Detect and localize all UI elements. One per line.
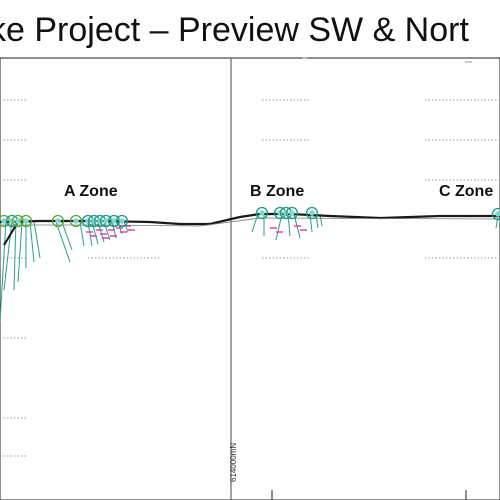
drill-traces <box>0 213 499 323</box>
drill-trace <box>55 221 71 263</box>
drill-collar-core <box>259 210 265 216</box>
drill-collar <box>305 206 319 220</box>
overburden-line <box>0 217 500 227</box>
drill-collar-core <box>73 218 79 224</box>
drill-collar <box>255 206 269 220</box>
zone-label-b: B Zone <box>250 183 304 200</box>
section-frame <box>0 57 500 500</box>
page-title: ke Project – Preview SW & Nort <box>0 8 500 56</box>
drill-collars <box>0 206 500 228</box>
elevation-gridlines <box>0 99 500 457</box>
zone-label-c: C Zone <box>439 183 493 200</box>
drill-collar-core <box>103 218 109 224</box>
drill-trace <box>29 221 35 263</box>
drill-trace <box>3 219 13 291</box>
drill-trace <box>61 221 73 251</box>
drill-collar <box>51 214 65 228</box>
drill-trace <box>309 213 313 233</box>
drill-trace <box>0 219 7 323</box>
drill-trace <box>33 221 41 259</box>
assay-intercepts <box>86 225 307 239</box>
drill-trace <box>495 215 499 229</box>
drill-trace <box>91 221 99 245</box>
drill-collar-core <box>495 211 500 217</box>
drill-collar <box>69 214 83 228</box>
drill-collar-core <box>289 210 295 216</box>
drill-trace <box>123 221 129 233</box>
grid-coordinate-label: 614000mN <box>229 443 238 482</box>
drill-collar-core <box>111 218 117 224</box>
drill-trace <box>17 221 23 283</box>
drill-trace <box>79 221 85 247</box>
drill-collar-core <box>23 218 29 224</box>
drill-trace <box>13 219 17 291</box>
zone-label-a: A Zone <box>64 183 118 200</box>
drill-collar-core <box>15 218 21 224</box>
title-text: ke Project – Preview SW & Nort <box>0 11 469 49</box>
drill-trace <box>251 213 259 233</box>
drill-collar-core <box>309 210 315 216</box>
drill-collar <box>115 214 129 228</box>
drill-collar-core <box>55 218 61 224</box>
drill-collar-core <box>1 218 7 224</box>
drill-collar <box>491 207 500 221</box>
drill-collar-core <box>119 218 125 224</box>
drill-collar <box>19 214 33 228</box>
drill-collar <box>285 206 299 220</box>
